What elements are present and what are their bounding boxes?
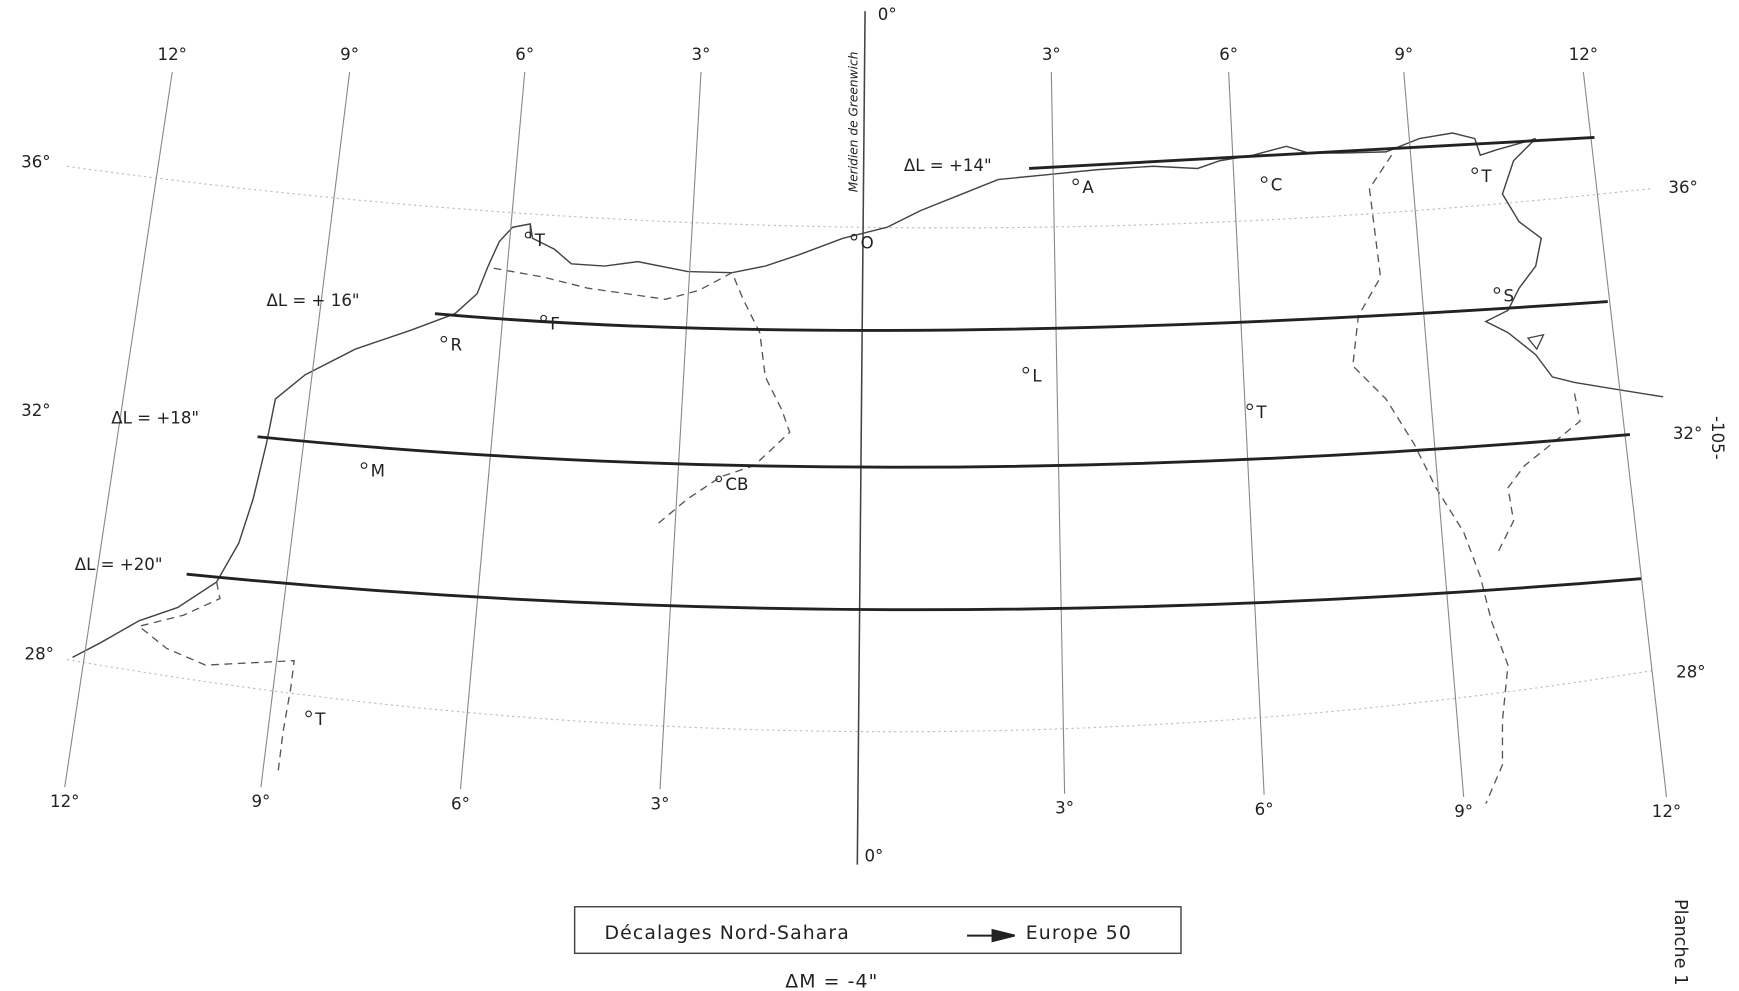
legend-from: Décalages Nord-Sahara <box>605 923 850 944</box>
border <box>1352 154 1509 804</box>
parallel-36 <box>66 165 1653 229</box>
latitude-label: 36° <box>1668 178 1697 197</box>
place-label: CB <box>725 475 748 494</box>
delta-line <box>257 433 1631 469</box>
latitude-label: 36° <box>21 152 50 171</box>
place-label: F <box>550 314 560 333</box>
place-label: T <box>1255 403 1267 422</box>
longitude-label: 0° <box>864 846 883 865</box>
meridian <box>1050 72 1066 794</box>
meridian <box>459 72 526 790</box>
place-dot <box>850 233 858 241</box>
plate-label: Planche 1 <box>1670 899 1690 985</box>
place-dot <box>540 314 547 322</box>
legend-box <box>573 906 1182 955</box>
place-label: S <box>1504 287 1515 306</box>
place-dot <box>1471 167 1479 175</box>
delta-line <box>186 572 1642 612</box>
place-label: T <box>314 710 326 729</box>
place-dot <box>1022 366 1030 374</box>
longitude-label: 9° <box>1454 802 1473 821</box>
border <box>493 267 791 528</box>
meridian <box>1228 72 1265 795</box>
longitude-label: 3° <box>692 45 711 64</box>
coast-island <box>1526 333 1545 351</box>
place-dot <box>524 231 532 239</box>
longitude-label: 3° <box>651 794 670 813</box>
base-layer <box>66 132 1664 955</box>
place-dot <box>440 335 448 343</box>
place-label: M <box>371 462 385 481</box>
longitude-label: 12° <box>50 792 79 811</box>
place-dot <box>305 710 312 718</box>
latitude-label: 28° <box>1676 662 1705 681</box>
place-label: C <box>1271 176 1283 195</box>
meridian <box>1403 72 1465 798</box>
longitude-label: 9° <box>340 45 359 64</box>
longitude-label: 12° <box>158 45 187 64</box>
delta-line <box>1029 136 1595 170</box>
longitude-label: 0° <box>878 5 897 24</box>
delta-label: ΔL = +14" <box>904 156 992 175</box>
page-number: -105- <box>1708 416 1727 460</box>
meridian <box>260 71 351 788</box>
place-dot <box>1493 287 1501 294</box>
place-dot <box>360 462 368 469</box>
place-dot <box>1072 178 1080 186</box>
meridian <box>856 11 866 865</box>
coastline <box>72 132 1664 658</box>
longitude-label: 12° <box>1652 802 1681 821</box>
legend-to: Europe 50 <box>1026 923 1132 944</box>
longitude-label: 12° <box>1569 45 1598 64</box>
longitude-label: 6° <box>451 794 470 813</box>
longitude-label: 6° <box>1219 45 1238 64</box>
legend-arrow <box>967 928 1015 943</box>
place-dot <box>1246 403 1254 411</box>
border <box>137 581 295 777</box>
place-label: T <box>534 231 546 250</box>
place-dot <box>715 475 723 483</box>
longitude-label: 3° <box>1042 45 1061 64</box>
delta-line <box>434 300 1608 332</box>
place-label: T <box>1480 167 1492 186</box>
longitude-label: 6° <box>515 45 534 64</box>
border <box>1496 393 1581 555</box>
place-label: L <box>1032 366 1042 385</box>
latitude-label: 32° <box>21 401 50 420</box>
meridian <box>64 71 173 788</box>
meridian <box>659 72 702 790</box>
meridian-label: Meridien de Greenwich <box>846 52 860 193</box>
delta-label: ΔL = +20" <box>75 555 163 574</box>
longitude-label: 6° <box>1255 800 1274 819</box>
place-dot <box>1260 176 1268 183</box>
longitude-label: 9° <box>251 792 270 811</box>
coast-marker <box>512 223 531 239</box>
place-label: A <box>1082 178 1094 197</box>
latitude-label: 28° <box>25 645 54 664</box>
legend-delta-m: ΔM = -4" <box>785 972 878 991</box>
longitude-label: 3° <box>1055 799 1074 818</box>
latitude-label: 32° <box>1673 424 1702 443</box>
delta-label: ΔL = + 16" <box>266 291 359 310</box>
place-label: R <box>450 335 462 354</box>
longitude-label: 9° <box>1394 45 1413 64</box>
parallel-28 <box>66 659 1653 733</box>
delta-label: ΔL = +18" <box>111 409 199 428</box>
place-label: O <box>861 233 874 252</box>
